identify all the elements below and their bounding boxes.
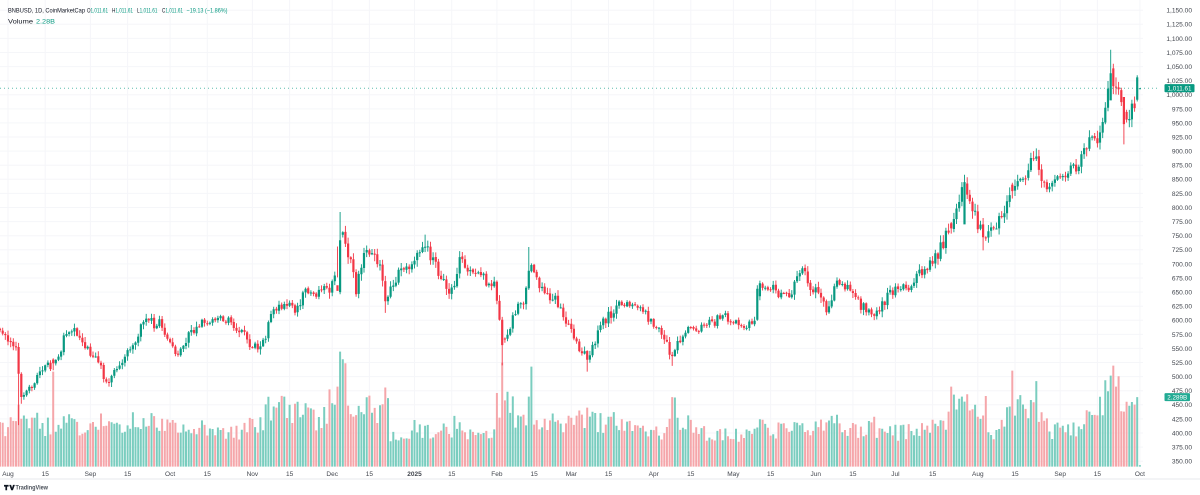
svg-text:15: 15 <box>286 471 294 478</box>
svg-text:1,100.00: 1,100.00 <box>1166 36 1192 43</box>
svg-text:May: May <box>727 471 740 478</box>
svg-text:425.00: 425.00 <box>1172 416 1193 423</box>
svg-text:500.00: 500.00 <box>1172 374 1193 381</box>
svg-text:2025: 2025 <box>407 471 422 478</box>
svg-text:Dec: Dec <box>326 471 338 478</box>
svg-text:15: 15 <box>366 471 374 478</box>
svg-text:Jun: Jun <box>810 471 821 478</box>
svg-text:525.00: 525.00 <box>1172 360 1193 367</box>
svg-text:15: 15 <box>605 471 613 478</box>
svg-text:350.00: 350.00 <box>1172 459 1193 466</box>
svg-text:825.00: 825.00 <box>1172 191 1193 198</box>
svg-text:550.00: 550.00 <box>1172 346 1193 353</box>
svg-text:575.00: 575.00 <box>1172 332 1193 339</box>
svg-text:2.289B: 2.289B <box>1167 394 1187 401</box>
svg-text:2.28B: 2.28B <box>36 18 55 25</box>
svg-text:15: 15 <box>1011 471 1019 478</box>
svg-text:375.00: 375.00 <box>1172 445 1193 452</box>
svg-text:Apr: Apr <box>649 471 660 478</box>
svg-text:1,150.00: 1,150.00 <box>1166 8 1192 15</box>
svg-text:1,025.00: 1,025.00 <box>1166 78 1192 85</box>
svg-text:C1,011.61: C1,011.61 <box>162 7 183 14</box>
svg-text:15: 15 <box>448 471 456 478</box>
svg-text:875.00: 875.00 <box>1172 163 1193 170</box>
svg-text:15: 15 <box>530 471 538 478</box>
svg-text:675.00: 675.00 <box>1172 275 1193 282</box>
svg-text:Mar: Mar <box>566 471 578 478</box>
svg-text:O1,011.61: O1,011.61 <box>87 7 108 14</box>
svg-text:15: 15 <box>124 471 132 478</box>
svg-text:15: 15 <box>687 471 695 478</box>
svg-text:650.00: 650.00 <box>1172 290 1193 297</box>
svg-text:925.00: 925.00 <box>1172 134 1193 141</box>
svg-text:700.00: 700.00 <box>1172 261 1193 268</box>
svg-text:400.00: 400.00 <box>1172 430 1193 437</box>
svg-text:15: 15 <box>204 471 212 478</box>
svg-text:Aug: Aug <box>2 471 14 478</box>
svg-text:725.00: 725.00 <box>1172 247 1193 254</box>
svg-text:Oct: Oct <box>1135 471 1145 478</box>
svg-text:1,050.00: 1,050.00 <box>1166 64 1192 71</box>
svg-text:800.00: 800.00 <box>1172 205 1193 212</box>
svg-text:15: 15 <box>929 471 937 478</box>
svg-text:BNBUSD, 1D, CoinMarketCap: BNBUSD, 1D, CoinMarketCap <box>8 7 85 14</box>
svg-text:975.00: 975.00 <box>1172 106 1193 113</box>
svg-text:H1,011.61: H1,011.61 <box>112 7 133 14</box>
svg-text:900.00: 900.00 <box>1172 149 1193 156</box>
svg-text:625.00: 625.00 <box>1172 304 1193 311</box>
svg-text:1,075.00: 1,075.00 <box>1166 50 1192 57</box>
svg-text:450.00: 450.00 <box>1172 402 1193 409</box>
svg-text:775.00: 775.00 <box>1172 219 1193 226</box>
svg-text:750.00: 750.00 <box>1172 233 1193 240</box>
svg-text:475.00: 475.00 <box>1172 388 1193 395</box>
svg-text:600.00: 600.00 <box>1172 318 1193 325</box>
svg-text:−19.13 (−1.86%): −19.13 (−1.86%) <box>187 7 228 14</box>
svg-text:15: 15 <box>1094 471 1102 478</box>
svg-text:15: 15 <box>42 471 50 478</box>
svg-text:15: 15 <box>849 471 857 478</box>
svg-text:15: 15 <box>767 471 775 478</box>
svg-text:Sep: Sep <box>85 471 97 478</box>
svg-text:Volume: Volume <box>8 18 33 25</box>
svg-text:L1,011.61: L1,011.61 <box>137 7 158 14</box>
svg-text:Aug: Aug <box>972 471 984 478</box>
svg-text:Feb: Feb <box>491 471 503 478</box>
svg-text:Oct: Oct <box>165 471 175 478</box>
svg-text:Jul: Jul <box>891 471 900 478</box>
svg-text:TradingView: TradingView <box>16 485 49 492</box>
svg-text:Sep: Sep <box>1054 471 1066 478</box>
svg-text:Nov: Nov <box>247 471 259 478</box>
svg-text:1,011.61: 1,011.61 <box>1167 86 1192 93</box>
svg-text:850.00: 850.00 <box>1172 177 1193 184</box>
svg-text:1,125.00: 1,125.00 <box>1166 22 1192 29</box>
svg-text:1,000.00: 1,000.00 <box>1166 92 1192 99</box>
svg-text:950.00: 950.00 <box>1172 120 1193 127</box>
